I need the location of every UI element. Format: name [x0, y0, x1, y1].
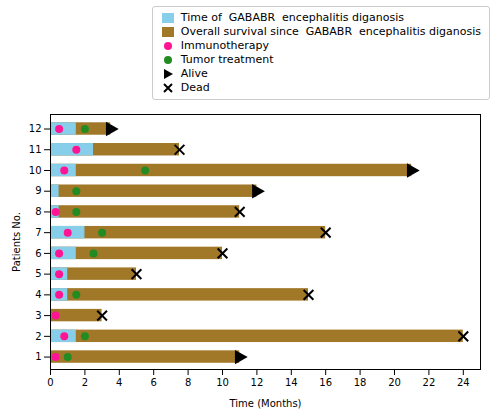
svg-text:11: 11: [29, 144, 42, 155]
svg-text:1: 1: [35, 351, 41, 362]
svg-text:5: 5: [35, 268, 41, 279]
svg-text:10: 10: [216, 377, 229, 388]
svg-text:4: 4: [35, 289, 41, 300]
svg-text:18: 18: [354, 377, 367, 388]
svg-text:12: 12: [29, 123, 42, 134]
html-text:Tumor treatment: Tumor treatment: [180, 53, 274, 66]
svg-text:Patients No.: Patients No.: [11, 212, 22, 272]
html-text:Immunotherapy: Immunotherapy: [180, 39, 269, 52]
svg-text:2: 2: [82, 377, 88, 388]
svg-text:14: 14: [285, 377, 298, 388]
svg-text:20: 20: [388, 377, 401, 388]
svg-text:12: 12: [251, 377, 264, 388]
svg-text:22: 22: [423, 377, 436, 388]
svg-text:6: 6: [35, 248, 41, 259]
svg-text:7: 7: [35, 227, 41, 238]
svg-text:24: 24: [457, 377, 470, 388]
html-text:Overall survival since GABABR: Overall survival since GABABR encephalit…: [180, 25, 481, 38]
svg-text:10: 10: [29, 165, 42, 176]
svg-text:6: 6: [151, 377, 157, 388]
svg-text:9: 9: [35, 185, 41, 196]
svg-text:8: 8: [35, 206, 41, 217]
html-text:Time of GABABR encephalitis di: Time of GABABR encephalitis diganosis: [180, 11, 404, 24]
svg-text:3: 3: [35, 310, 41, 321]
svg-text:4: 4: [116, 377, 122, 388]
html-text:Dead: Dead: [180, 81, 210, 94]
svg-text:2: 2: [35, 331, 41, 342]
svg-text:Time (Months): Time (Months): [228, 398, 301, 409]
svg-text:0: 0: [47, 377, 53, 388]
svg-text:8: 8: [185, 377, 191, 388]
svg-text:16: 16: [319, 377, 332, 388]
html-text:Alive: Alive: [180, 67, 208, 80]
